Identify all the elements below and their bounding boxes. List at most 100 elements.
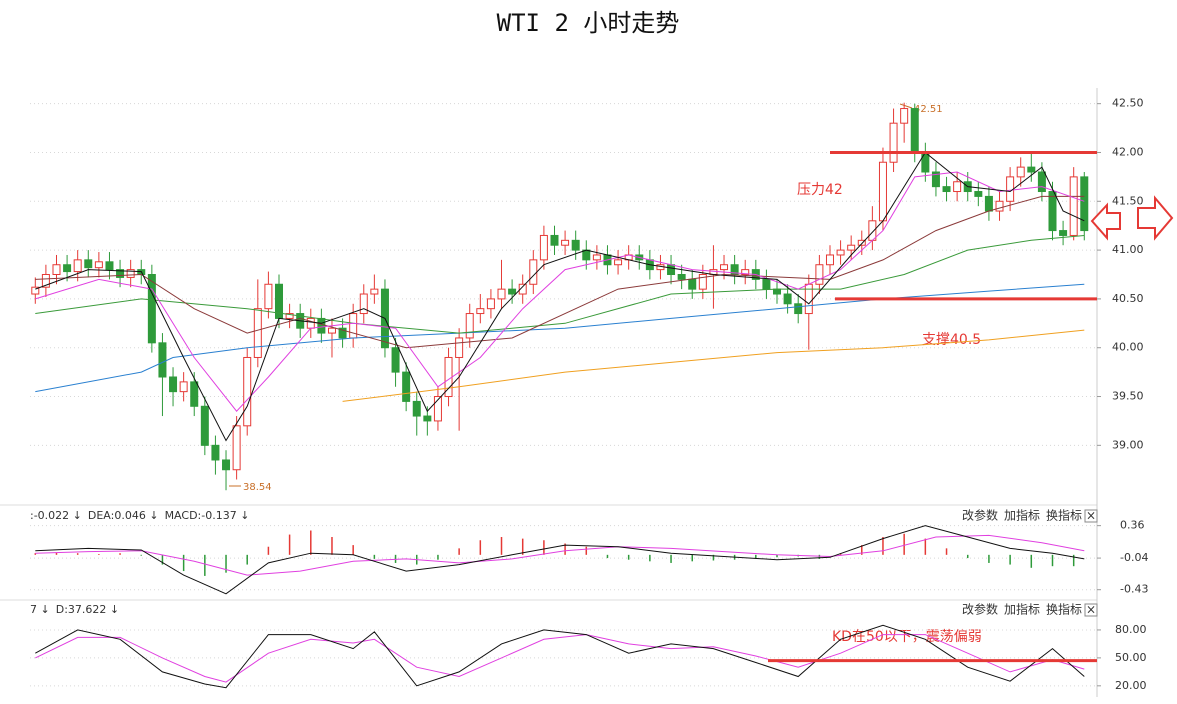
candle-body: [741, 269, 750, 276]
panel-button[interactable]: ×: [1086, 603, 1096, 617]
annotation-pointer: [899, 103, 913, 109]
candle-body: [582, 249, 591, 261]
close-box[interactable]: [1084, 603, 1098, 617]
candle-body: [857, 239, 866, 246]
level-label: 支撑40.5: [922, 332, 981, 348]
y-tick-label: 39.00: [1112, 438, 1144, 451]
y-tick-label: 40.00: [1112, 341, 1144, 354]
candle-body: [423, 415, 432, 422]
candle-body: [465, 313, 474, 339]
candle-body: [285, 313, 294, 319]
candle-body: [836, 249, 845, 256]
candle-body: [847, 244, 856, 251]
candle-body: [243, 356, 252, 427]
candle-body: [222, 459, 231, 471]
indicator-legend: 7 ↓: [30, 603, 50, 616]
y-tick-label: 50.00: [1115, 651, 1147, 664]
y-tick-label: 42.50: [1112, 97, 1144, 110]
panel-button[interactable]: 改参数: [962, 602, 998, 617]
candle-body: [698, 274, 707, 290]
candle-body: [921, 151, 930, 173]
y-tick-label: 20.00: [1115, 679, 1147, 692]
annotation: 42.51: [914, 104, 943, 115]
candle-body: [942, 186, 951, 193]
candle-body: [720, 264, 729, 271]
candle-body: [455, 337, 464, 358]
arrow-icon: [1137, 195, 1174, 241]
candle-body: [889, 122, 898, 163]
candle-body: [476, 308, 485, 315]
y-tick-label: -0.04: [1120, 551, 1148, 564]
panel-button[interactable]: 加指标: [1004, 508, 1040, 523]
candle-body: [995, 200, 1004, 212]
candle-body: [910, 108, 919, 153]
candle-body: [773, 288, 782, 295]
indicator-line: [35, 534, 1085, 576]
arrow-icon: [1090, 202, 1121, 241]
indicator-line: [35, 235, 1085, 334]
candle-body: [508, 288, 517, 295]
chart-title: WTI 2 小时走势: [497, 9, 680, 37]
candle-body: [264, 283, 273, 310]
candle-body: [518, 283, 527, 295]
indicator-line: [35, 195, 1085, 349]
candle-body: [200, 405, 209, 446]
candle-body: [359, 293, 368, 315]
candle-body: [571, 239, 580, 251]
panel-button[interactable]: 加指标: [1004, 602, 1040, 617]
candle-body: [953, 181, 962, 193]
y-tick-label: 80.00: [1115, 623, 1147, 636]
candle-body: [169, 376, 178, 393]
y-tick-label: 42.00: [1112, 145, 1144, 158]
candle-body: [327, 327, 336, 334]
candle-body: [84, 259, 93, 269]
candle-body: [317, 317, 326, 334]
y-tick-label: 40.50: [1112, 292, 1144, 305]
candle-body: [1080, 176, 1089, 232]
candle-body: [41, 274, 50, 288]
close-box[interactable]: [1084, 509, 1098, 523]
indicator-line: [342, 329, 1085, 402]
candle-body: [783, 293, 792, 305]
candle-body: [497, 288, 506, 300]
candle-body: [529, 259, 538, 285]
candle-body: [338, 327, 347, 339]
candle-body: [539, 234, 548, 261]
indicator-legend: DEA:0.046 ↓: [88, 509, 159, 522]
candle-body: [815, 264, 824, 285]
candle-body: [688, 278, 697, 290]
candle-body: [232, 425, 241, 471]
level-label: KD在50以下，震荡偏弱: [832, 629, 982, 645]
y-tick-label: -0.43: [1120, 583, 1148, 596]
candle-body: [1069, 176, 1078, 236]
candle-body: [306, 317, 315, 329]
candle-body: [253, 308, 262, 358]
candle-body: [126, 269, 135, 278]
candle-body: [762, 278, 771, 290]
candle-body: [73, 259, 82, 273]
y-tick-label: 41.00: [1112, 243, 1144, 256]
candle-body: [94, 261, 103, 269]
panel-button[interactable]: 换指标: [1046, 602, 1082, 617]
candle-body: [825, 254, 834, 266]
candle-body: [402, 371, 411, 402]
candle-body: [1027, 166, 1036, 173]
candle-body: [52, 264, 61, 276]
candle-body: [116, 269, 125, 278]
candle-body: [868, 220, 877, 241]
candle-body: [900, 108, 909, 124]
candle-body: [1016, 166, 1025, 178]
candle-body: [667, 264, 676, 276]
y-tick-label: 41.50: [1112, 194, 1144, 207]
panel-button[interactable]: ×: [1086, 509, 1096, 523]
indicator-legend: :-0.022 ↓: [30, 509, 82, 522]
candle-body: [147, 274, 156, 344]
candle-body: [1037, 171, 1046, 193]
candle-body: [794, 303, 803, 315]
level-label: 压力42: [797, 182, 843, 198]
candle-body: [974, 191, 983, 197]
annotation: 38.54: [243, 482, 272, 493]
panel-button[interactable]: 换指标: [1046, 508, 1082, 523]
panel-button[interactable]: 改参数: [962, 508, 998, 523]
